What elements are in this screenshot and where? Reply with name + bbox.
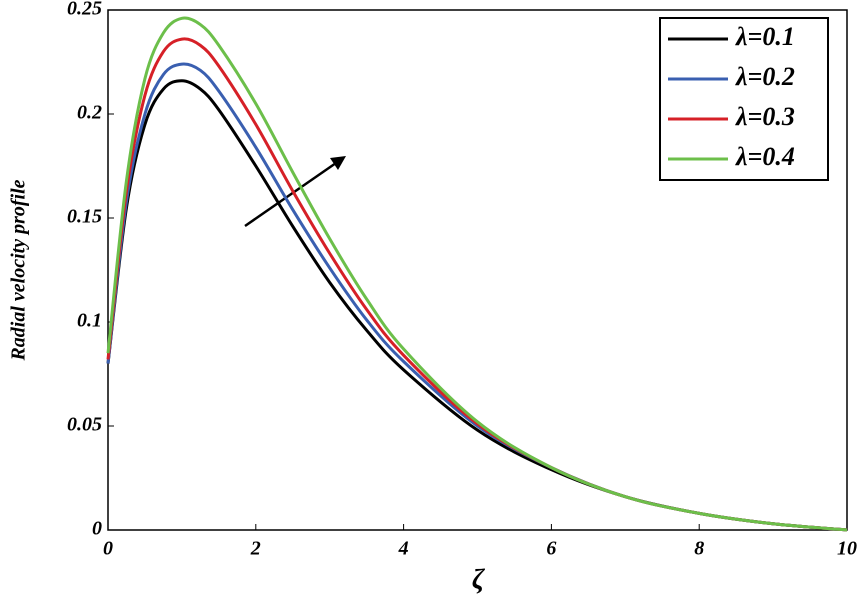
x-tick-label: 2 <box>250 538 261 560</box>
y-tick-label: 0 <box>92 518 102 540</box>
legend-box <box>659 17 829 181</box>
series-line <box>106 16 848 532</box>
x-tick-label: 6 <box>546 538 556 560</box>
legend-label: λ=0.1 <box>735 22 795 51</box>
y-tick-label: 0.25 <box>67 0 102 20</box>
x-axis-label: ζ <box>472 564 486 595</box>
annotation-arrow <box>244 156 346 228</box>
y-tick-label: 0.1 <box>77 310 102 332</box>
x-tick-label: 10 <box>837 538 857 560</box>
legend-label: λ=0.3 <box>735 102 795 131</box>
legend-label: λ=0.4 <box>735 142 795 171</box>
legend-label: λ=0.2 <box>735 62 795 91</box>
plot-frame <box>107 9 848 531</box>
y-tick-label: 0.15 <box>67 206 102 228</box>
x-tick-label: 0 <box>103 538 113 560</box>
x-tick-label: 8 <box>694 538 704 560</box>
y-axis-label: Radial velocity profile <box>8 179 30 361</box>
y-tick-label: 0.05 <box>67 414 102 436</box>
x-tick-label: 4 <box>398 538 409 560</box>
y-tick-label: 0.2 <box>77 102 102 124</box>
